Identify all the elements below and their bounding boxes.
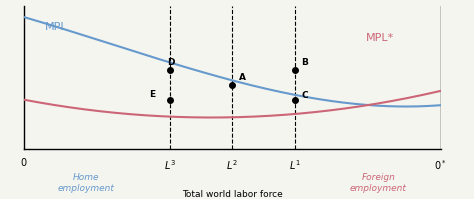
- Text: MPL*: MPL*: [366, 33, 394, 43]
- Text: C: C: [301, 91, 308, 100]
- Text: Home
employment: Home employment: [58, 174, 115, 193]
- Text: $L^1$: $L^1$: [289, 158, 301, 172]
- Text: $L^3$: $L^3$: [164, 158, 176, 172]
- Text: A: A: [238, 73, 246, 82]
- Text: E: E: [149, 90, 155, 99]
- Text: Total world labor force: Total world labor force: [182, 190, 283, 199]
- Text: Foreign
employment: Foreign employment: [350, 174, 407, 193]
- Text: MPL: MPL: [45, 22, 67, 32]
- Text: D: D: [168, 58, 175, 67]
- Text: $L^2$: $L^2$: [227, 158, 238, 172]
- Text: B: B: [301, 58, 308, 67]
- Text: $0^*$: $0^*$: [434, 158, 447, 172]
- Text: 0: 0: [21, 158, 27, 168]
